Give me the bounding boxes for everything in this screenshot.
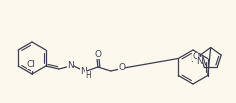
Text: O: O xyxy=(94,50,101,59)
Text: Cl: Cl xyxy=(27,60,35,69)
Text: F: F xyxy=(190,55,196,64)
Text: H: H xyxy=(85,70,91,80)
Text: O: O xyxy=(118,64,125,73)
Text: O: O xyxy=(192,52,199,61)
Text: N: N xyxy=(67,61,74,70)
Text: N: N xyxy=(80,67,87,75)
Text: N: N xyxy=(197,57,203,66)
